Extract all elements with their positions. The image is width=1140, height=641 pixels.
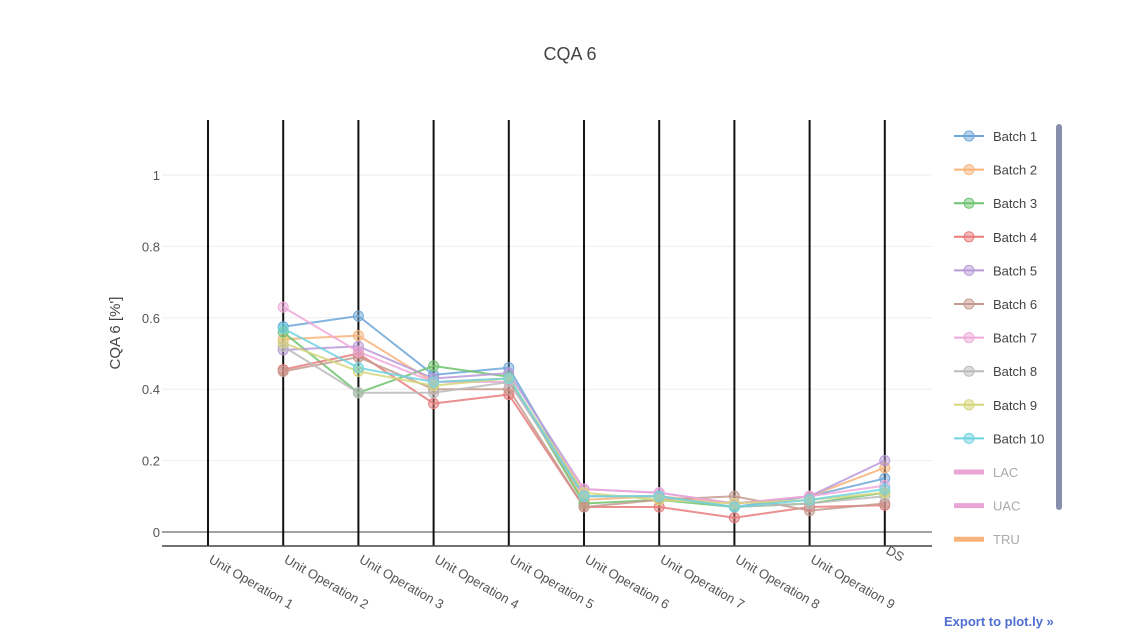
- data-point[interactable]: [428, 397, 440, 409]
- data-point[interactable]: [728, 501, 740, 513]
- y-tick-label: 0.8: [142, 239, 160, 254]
- legend-label: LAC: [993, 465, 1018, 480]
- legend-swatch-marker: [963, 197, 975, 209]
- legend-label: UAC: [993, 499, 1020, 514]
- data-point[interactable]: [578, 501, 590, 513]
- data-point[interactable]: [503, 372, 515, 384]
- legend-label: Batch 7: [993, 331, 1037, 346]
- y-tick-label: 1: [153, 168, 160, 183]
- legend-item[interactable]: Batch 10: [954, 431, 1044, 446]
- legend-label: Batch 1: [993, 129, 1037, 144]
- data-point[interactable]: [428, 376, 440, 388]
- x-tick-label: Unit Operation 5: [507, 552, 596, 612]
- legend-item[interactable]: Batch 4: [954, 230, 1037, 245]
- x-tick-label: Unit Operation 6: [583, 552, 672, 612]
- data-point[interactable]: [578, 490, 590, 502]
- legend-item[interactable]: Batch 5: [954, 263, 1037, 278]
- legend-swatch-marker: [963, 432, 975, 444]
- y-tick-label: 0.6: [142, 311, 160, 326]
- legend-item[interactable]: UAC: [954, 499, 1020, 514]
- legend-item[interactable]: Batch 7: [954, 331, 1037, 346]
- legend-item[interactable]: Batch 2: [954, 163, 1037, 178]
- legend-scrollbar[interactable]: [1056, 124, 1062, 510]
- legend-label: Batch 6: [993, 297, 1037, 312]
- data-point[interactable]: [277, 301, 289, 313]
- x-tick-label: Unit Operation 9: [808, 552, 897, 612]
- y-tick-label: 0: [153, 525, 160, 540]
- data-point[interactable]: [879, 483, 891, 495]
- legend-item[interactable]: TRU: [954, 532, 1020, 547]
- data-point[interactable]: [352, 346, 364, 358]
- data-point[interactable]: [352, 362, 364, 374]
- legend-swatch-marker: [963, 298, 975, 310]
- chart-title: CQA 6: [543, 44, 596, 64]
- x-tick-label: Unit Operation 4: [432, 552, 521, 612]
- x-tick-label: Unit Operation 2: [282, 552, 371, 612]
- legend[interactable]: Batch 1 Batch 2 Batch 3 Batch 4 Batch 5 Batch…: [954, 129, 1044, 547]
- x-tick-label: Unit Operation 7: [658, 552, 747, 612]
- y-tick-label: 0.4: [142, 382, 160, 397]
- y-tick-label: 0.2: [142, 454, 160, 469]
- x-tick-label: Unit Operation 3: [357, 552, 446, 612]
- y-tick-labels: 0 0.2 0.4 0.6 0.8 1: [142, 168, 160, 540]
- series-points: [277, 301, 891, 524]
- unit-operation-axes: [207, 120, 886, 546]
- legend-label: TRU: [993, 532, 1020, 547]
- legend-item[interactable]: Batch 1: [954, 129, 1037, 144]
- data-point[interactable]: [728, 512, 740, 524]
- data-point[interactable]: [352, 330, 364, 342]
- data-point[interactable]: [653, 490, 665, 502]
- legend-swatch-marker: [963, 332, 975, 344]
- legend-item[interactable]: LAC: [954, 465, 1018, 480]
- data-point[interactable]: [277, 365, 289, 377]
- data-point[interactable]: [352, 387, 364, 399]
- legend-item[interactable]: Batch 8: [954, 364, 1037, 379]
- data-point[interactable]: [352, 310, 364, 322]
- x-tick-label: Unit Operation 1: [207, 552, 296, 612]
- legend-label: Batch 2: [993, 163, 1037, 178]
- legend-item[interactable]: Batch 9: [954, 398, 1037, 413]
- grid: [162, 174, 932, 533]
- legend-swatch-marker: [963, 365, 975, 377]
- data-point[interactable]: [804, 494, 816, 506]
- legend-label: Batch 3: [993, 196, 1037, 211]
- y-axis-label: CQA 6 [%']: [107, 297, 124, 370]
- legend-swatch-marker: [963, 399, 975, 411]
- legend-label: Batch 4: [993, 230, 1037, 245]
- legend-label: Batch 8: [993, 364, 1037, 379]
- export-to-plotly-link[interactable]: Export to plot.ly »: [944, 614, 1054, 629]
- x-tick-label: Unit Operation 8: [733, 552, 822, 612]
- legend-label: Batch 10: [993, 431, 1044, 446]
- legend-label: Batch 9: [993, 398, 1037, 413]
- legend-item[interactable]: Batch 3: [954, 196, 1037, 211]
- legend-item[interactable]: Batch 6: [954, 297, 1037, 312]
- legend-swatch-marker: [963, 231, 975, 243]
- data-point[interactable]: [879, 455, 891, 467]
- data-point[interactable]: [277, 337, 289, 349]
- legend-label: Batch 5: [993, 263, 1037, 278]
- legend-swatch-marker: [963, 264, 975, 276]
- legend-swatch-marker: [963, 164, 975, 176]
- legend-swatch-marker: [963, 130, 975, 142]
- data-point[interactable]: [277, 323, 289, 335]
- data-point[interactable]: [428, 360, 440, 372]
